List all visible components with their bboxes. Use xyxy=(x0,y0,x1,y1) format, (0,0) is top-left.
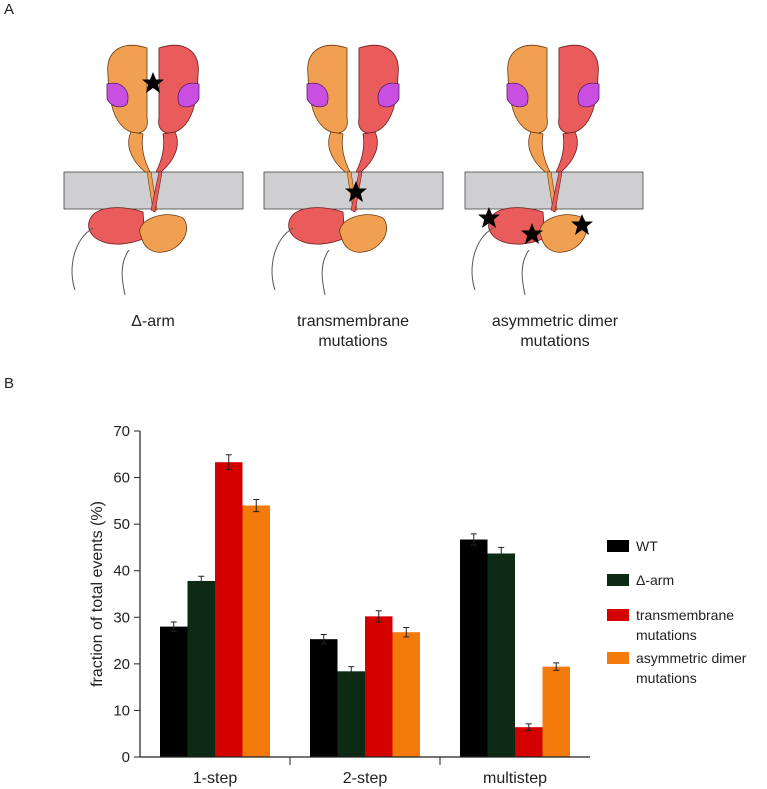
error-bar xyxy=(470,533,477,546)
y-axis-label: fraction of total events (%) xyxy=(89,501,106,687)
legend-label: transmembrane mutations xyxy=(636,607,735,643)
diagram-label: asymmetric dimer mutations xyxy=(491,313,619,350)
legend-swatch xyxy=(607,609,629,621)
error-bar xyxy=(403,627,410,638)
bar xyxy=(337,671,365,757)
legend-label: asymmetric dimer mutations xyxy=(636,650,747,686)
bar xyxy=(365,616,393,757)
receptor xyxy=(471,44,600,296)
bar xyxy=(215,462,243,757)
panel-label: A xyxy=(4,1,14,18)
y-tick-label: 70 xyxy=(113,423,130,440)
bar xyxy=(310,639,338,757)
y-tick-label: 20 xyxy=(113,656,130,673)
error-bar xyxy=(225,454,232,471)
error-bar xyxy=(375,610,382,623)
legend-swatch xyxy=(607,652,629,664)
bar xyxy=(487,553,515,757)
y-tick-label: 60 xyxy=(113,470,130,487)
error-bar xyxy=(198,575,205,587)
error-bar xyxy=(348,666,355,677)
bar xyxy=(242,505,270,757)
receptor xyxy=(71,44,200,296)
x-tick-label: 1-step xyxy=(193,770,238,787)
panel-label: B xyxy=(4,375,14,392)
legend-swatch xyxy=(607,540,629,552)
y-tick-label: 0 xyxy=(122,749,130,766)
bar xyxy=(542,666,570,757)
error-bar xyxy=(525,723,532,731)
diagram-label: transmembrane mutations xyxy=(296,313,410,350)
legend-swatch xyxy=(607,574,629,586)
y-tick-label: 50 xyxy=(113,516,130,533)
error-bar xyxy=(320,634,327,645)
error-bar xyxy=(253,498,260,513)
y-tick-label: 40 xyxy=(113,563,130,580)
y-tick-label: 30 xyxy=(113,609,130,626)
bar xyxy=(460,539,488,757)
legend-label: Δ-arm xyxy=(636,572,675,588)
bar xyxy=(187,580,215,757)
y-tick-label: 10 xyxy=(113,702,130,719)
receptor xyxy=(271,44,400,296)
diagram-label: Δ-arm xyxy=(131,313,175,330)
x-tick-label: 2-step xyxy=(343,770,388,787)
legend-label: WT xyxy=(636,538,658,554)
error-bar xyxy=(498,546,505,561)
x-tick-label: multistep xyxy=(483,770,547,787)
bar xyxy=(392,632,420,757)
bar xyxy=(160,626,188,757)
bar xyxy=(515,727,543,757)
error-bar xyxy=(170,621,177,632)
error-bar xyxy=(553,662,560,671)
